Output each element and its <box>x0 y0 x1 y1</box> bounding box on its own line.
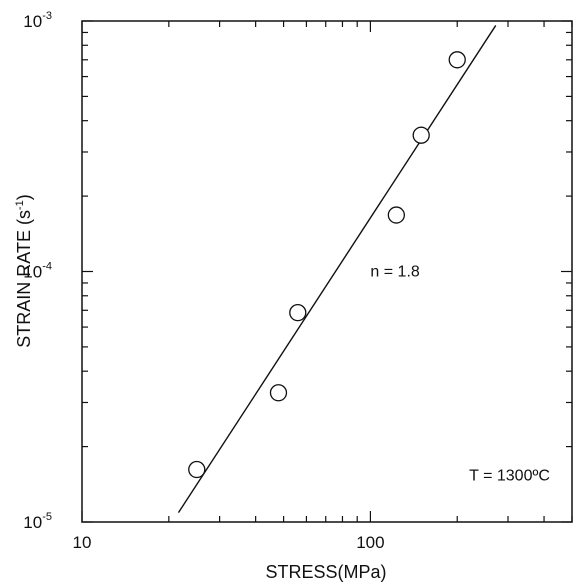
y-tick-label-base: 10 <box>23 513 42 532</box>
annotation-text: T = 1300ºC <box>469 468 550 485</box>
y-tick-label-exp: -4 <box>42 261 52 273</box>
data-point <box>289 304 307 322</box>
data-point <box>412 126 430 144</box>
data-points <box>188 51 466 479</box>
data-point <box>269 384 288 402</box>
y-tick-label-base: 10 <box>23 263 42 282</box>
y-axis-title-main: STRAIN RATE (s <box>14 210 34 348</box>
y-tick-label-base: 10 <box>23 12 42 31</box>
data-point <box>387 206 405 224</box>
annotations: n = 1.8 T = 1300ºC <box>370 264 549 485</box>
y-tick-label: 10-3 <box>23 10 52 31</box>
data-point <box>188 460 206 479</box>
y-axis-title: STRAIN RATE (s-1) <box>14 194 34 347</box>
y-axis-title-close: ) <box>14 194 34 200</box>
x-tick-label: 100 <box>356 533 384 552</box>
annotation-text: n = 1.8 <box>370 264 419 281</box>
fit-line-group <box>177 25 497 514</box>
y-tick-label-exp: -5 <box>42 511 52 523</box>
y-tick-label: 10-4 <box>23 261 52 282</box>
x-tick-label: 10 <box>73 533 92 552</box>
y-tick-label: 10-5 <box>23 511 52 532</box>
y-tick-label-exp: -3 <box>42 10 52 22</box>
fit-line <box>177 25 497 514</box>
y-axis-title-exp: -1 <box>14 200 26 210</box>
data-point <box>448 51 466 69</box>
plot-frame <box>81 20 573 523</box>
axis-ticks <box>81 20 573 523</box>
x-axis-title: STRESS(MPa) <box>265 562 386 582</box>
